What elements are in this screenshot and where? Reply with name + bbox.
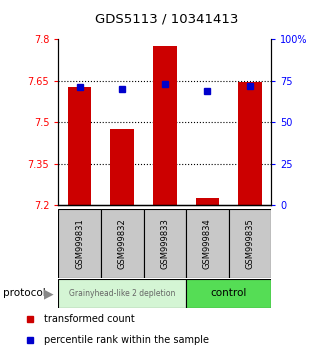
Bar — [229, 209, 271, 278]
Text: GSM999832: GSM999832 — [118, 218, 127, 269]
Text: percentile rank within the sample: percentile rank within the sample — [44, 335, 209, 345]
Text: ▶: ▶ — [44, 287, 53, 300]
Bar — [186, 279, 271, 308]
Bar — [153, 46, 176, 205]
Bar — [58, 209, 101, 278]
Bar — [238, 82, 262, 205]
Bar — [196, 198, 219, 205]
Text: Grainyhead-like 2 depletion: Grainyhead-like 2 depletion — [69, 289, 175, 298]
Bar — [101, 209, 144, 278]
Text: GSM999835: GSM999835 — [245, 218, 255, 269]
Text: protocol: protocol — [3, 289, 46, 298]
Bar — [58, 279, 186, 308]
Text: GDS5113 / 10341413: GDS5113 / 10341413 — [95, 12, 238, 25]
Text: control: control — [210, 289, 247, 298]
Bar — [186, 209, 229, 278]
Bar — [111, 129, 134, 205]
Text: GSM999834: GSM999834 — [203, 218, 212, 269]
Bar — [144, 209, 186, 278]
Text: transformed count: transformed count — [44, 314, 135, 325]
Text: GSM999831: GSM999831 — [75, 218, 84, 269]
Bar — [68, 87, 91, 205]
Text: GSM999833: GSM999833 — [160, 218, 169, 269]
